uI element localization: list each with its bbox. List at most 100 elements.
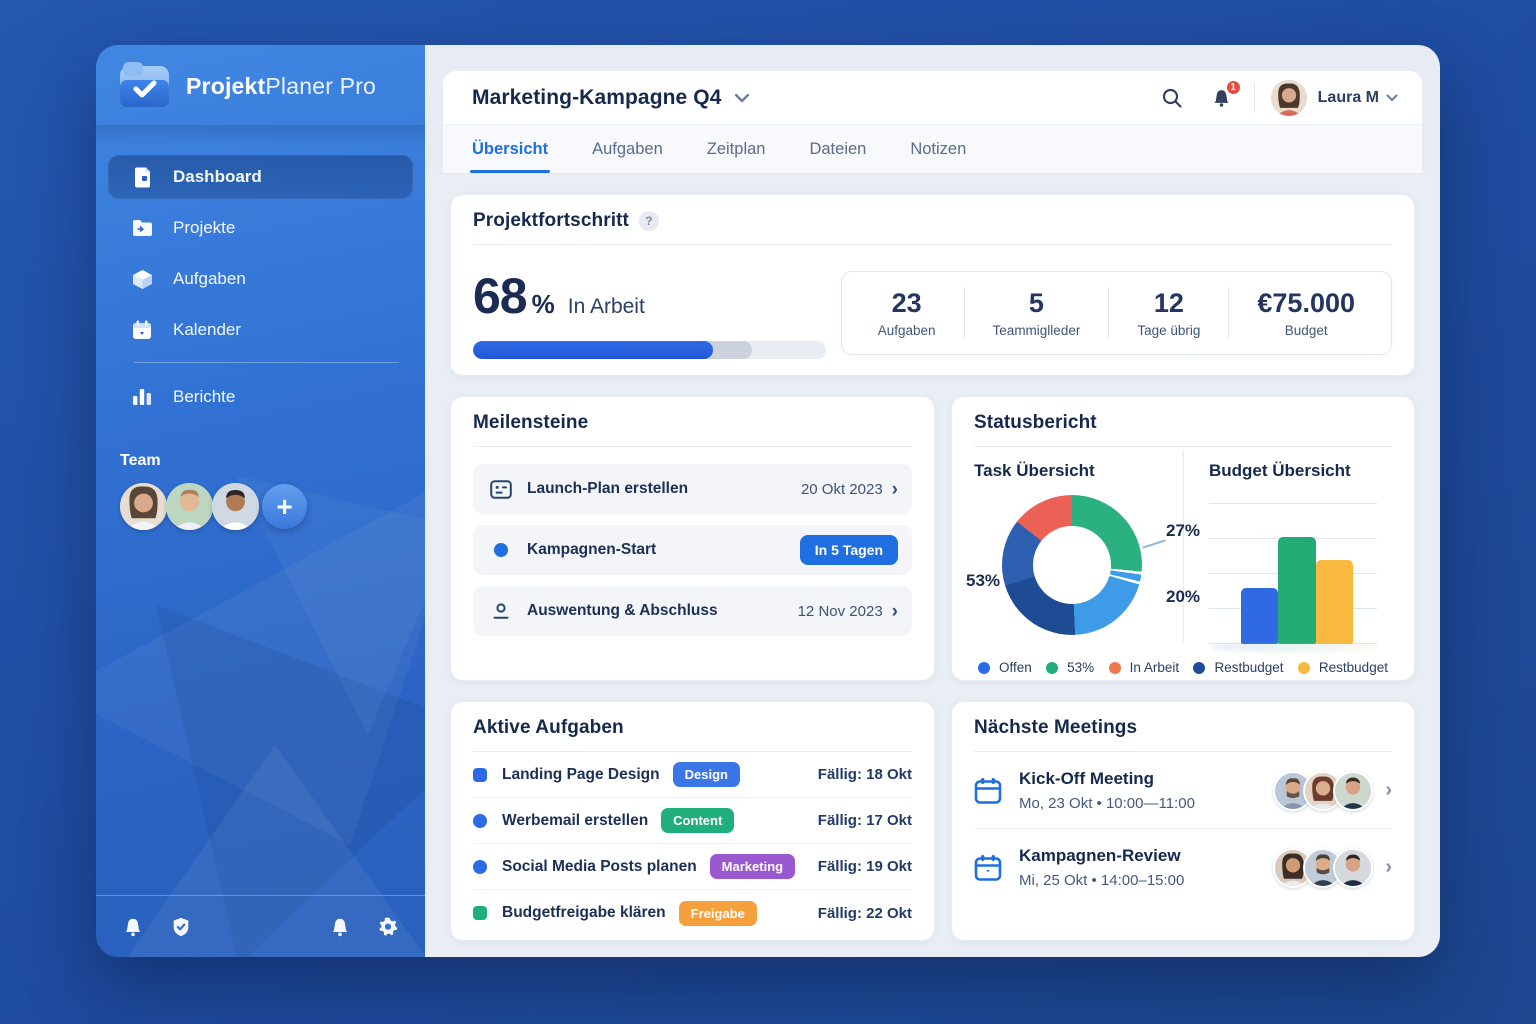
tab-zeitplan[interactable]: Zeitplan (706, 140, 766, 158)
task-due: Fällig: 18 Okt (817, 766, 912, 783)
sidebar-footer (96, 895, 425, 957)
meeting-attendees (1273, 847, 1374, 888)
bar-Restbudget (1241, 587, 1279, 644)
legend-item: Restbudget (1193, 660, 1284, 675)
stat-budget: €75.000 Budget (1257, 288, 1355, 338)
shield-check-icon[interactable] (170, 916, 192, 938)
chevron-right-icon[interactable]: › (1385, 779, 1392, 801)
stat-teammitglieder: 5 Teammiglleder (992, 288, 1081, 338)
folder-icon (131, 217, 153, 239)
user-name: Laura M (1317, 88, 1379, 106)
app-title: ProjektPlaner Pro (186, 73, 377, 99)
tab-bar: Übersicht Aufgaben Zeitplan Dateien Noti… (443, 125, 1422, 174)
task-row[interactable]: Social Media Posts planen Marketing Fäll… (473, 844, 912, 890)
active-tasks-card: Aktive Aufgaben Landing Page Design Desi… (450, 701, 935, 941)
tab-uebersicht[interactable]: Übersicht (469, 140, 551, 173)
calendar-icon (974, 854, 1002, 881)
header-divider (1253, 82, 1255, 113)
sidebar-item-aufgaben[interactable]: Aufgaben (108, 257, 413, 301)
chart-legend: Offen 53% In Arbeit Restbudget Restbudge… (974, 660, 1392, 675)
project-title: Marketing-Kampagne Q4 (472, 85, 722, 109)
sidebar-item-label: Kalender (173, 320, 242, 339)
progress-percent: 68 (473, 268, 528, 324)
stat-tage-uebrig: 12 Tage übrig (1137, 288, 1201, 338)
task-overview-chart: Task Übersicht 27% 20% 53% (966, 461, 1200, 643)
legend-item: 53% (1046, 660, 1094, 675)
milestone-row[interactable]: Launch-Plan erstellen 20 Okt 2023 › (473, 464, 912, 514)
card-title: Statusbericht (974, 412, 1097, 433)
milestones-card: Meilensteine Launch-Plan erstellen 20 Ok… (450, 396, 935, 681)
progress-bar (473, 341, 826, 359)
notifications-button[interactable]: 1 (1204, 78, 1242, 116)
sidebar-item-kalender[interactable]: Kalender (108, 308, 413, 352)
nav-divider (134, 362, 399, 363)
bar-chart-reflection (1209, 642, 1378, 652)
sidebar-item-dashboard[interactable]: Dashboard (108, 155, 413, 199)
folder-check-logo-icon (120, 62, 169, 107)
team-section: Team + (96, 426, 425, 530)
bar-chart (1209, 497, 1378, 652)
box-icon (131, 268, 153, 290)
project-progress-card: Projektfortschritt ? 68 % In Arbeit (450, 194, 1415, 376)
card-title: Nächste Meetings (974, 717, 1138, 738)
tab-aufgaben[interactable]: Aufgaben (592, 140, 663, 158)
sidebar-item-berichte[interactable]: Berichte (108, 375, 413, 419)
chevron-right-icon[interactable]: › (891, 600, 898, 622)
legend-item: Restbudget (1297, 660, 1388, 675)
gridline (1209, 503, 1378, 504)
help-icon[interactable]: ? (638, 211, 659, 231)
progress-bar-fill (473, 341, 714, 359)
task-due: Fällig: 17 Okt (817, 812, 912, 829)
meeting-row[interactable]: Kick-Off Meeting Mo, 23 Okt • 10:00—11:0… (974, 752, 1392, 829)
chevron-down-icon[interactable] (1386, 94, 1398, 102)
attendee-avatar (1333, 847, 1374, 888)
chevron-right-icon[interactable]: › (891, 478, 898, 500)
chevron-right-icon[interactable]: › (1385, 856, 1392, 878)
project-stats: 23 Aufgaben 5 Teammiglleder 12 Tage übri… (840, 271, 1392, 355)
chevron-down-icon[interactable] (734, 93, 750, 103)
legend-item: In Arbeit (1108, 660, 1179, 675)
document-icon (131, 166, 153, 188)
team-avatar[interactable] (120, 483, 167, 530)
column-divider (1183, 451, 1184, 643)
bell-icon[interactable] (329, 916, 351, 938)
task-due: Fällig: 19 Okt (817, 858, 912, 875)
card-title: Projektfortschritt (473, 210, 629, 231)
milestone-row[interactable]: Auswentung & Abschluss 12 Nov 2023 › (473, 586, 912, 636)
legend-item: Offen (978, 660, 1032, 675)
settings-gear-icon[interactable] (377, 916, 399, 938)
donut-label: 53% (966, 571, 1001, 590)
task-row[interactable]: Werbemail erstellen Content Fällig: 17 O… (473, 798, 912, 844)
user-avatar[interactable] (1270, 79, 1307, 116)
task-bullet (473, 813, 487, 828)
donut-label: 27% (1166, 521, 1201, 540)
sidebar-item-projekte[interactable]: Projekte (108, 206, 413, 250)
add-team-member-button[interactable]: + (262, 484, 307, 529)
notification-bell-icon[interactable] (122, 916, 144, 938)
bell-icon (1214, 89, 1229, 107)
task-row[interactable]: Budgetfreigabe klären Freigabe Fällig: 2… (473, 890, 912, 936)
progress-summary: 68 % In Arbeit (473, 267, 826, 359)
calendar-icon (131, 319, 153, 341)
donut-label: 20% (1166, 587, 1201, 606)
sidebar-item-label: Berichte (173, 387, 236, 406)
task-bullet (473, 859, 487, 874)
task-tag: Freigabe (678, 900, 757, 926)
top-header: Marketing-Kampagne Q4 1 Laura M (443, 71, 1422, 125)
user-icon (489, 599, 513, 623)
card-title: Meilensteine (473, 412, 589, 433)
tab-dateien[interactable]: Dateien (809, 140, 867, 158)
team-label: Team (120, 452, 161, 469)
meeting-row[interactable]: Kampagnen-Review Mi, 25 Okt • 14:00–15:0… (974, 829, 1392, 905)
sidebar-separator (96, 125, 425, 147)
milestone-row[interactable]: Kampagnen-Start In 5 Tagen (473, 525, 912, 575)
tab-notizen[interactable]: Notizen (910, 140, 967, 158)
task-tag: Content (661, 808, 735, 833)
due-pill: In 5 Tagen (799, 535, 898, 565)
sidebar-item-label: Aufgaben (173, 269, 246, 288)
task-row[interactable]: Landing Page Design Design Fällig: 18 Ok… (473, 752, 912, 798)
team-avatar[interactable] (166, 483, 213, 530)
search-button[interactable] (1154, 80, 1190, 116)
team-avatar[interactable] (212, 483, 259, 530)
sidebar: ProjektPlaner Pro Dashboard Projekte A (96, 45, 425, 957)
